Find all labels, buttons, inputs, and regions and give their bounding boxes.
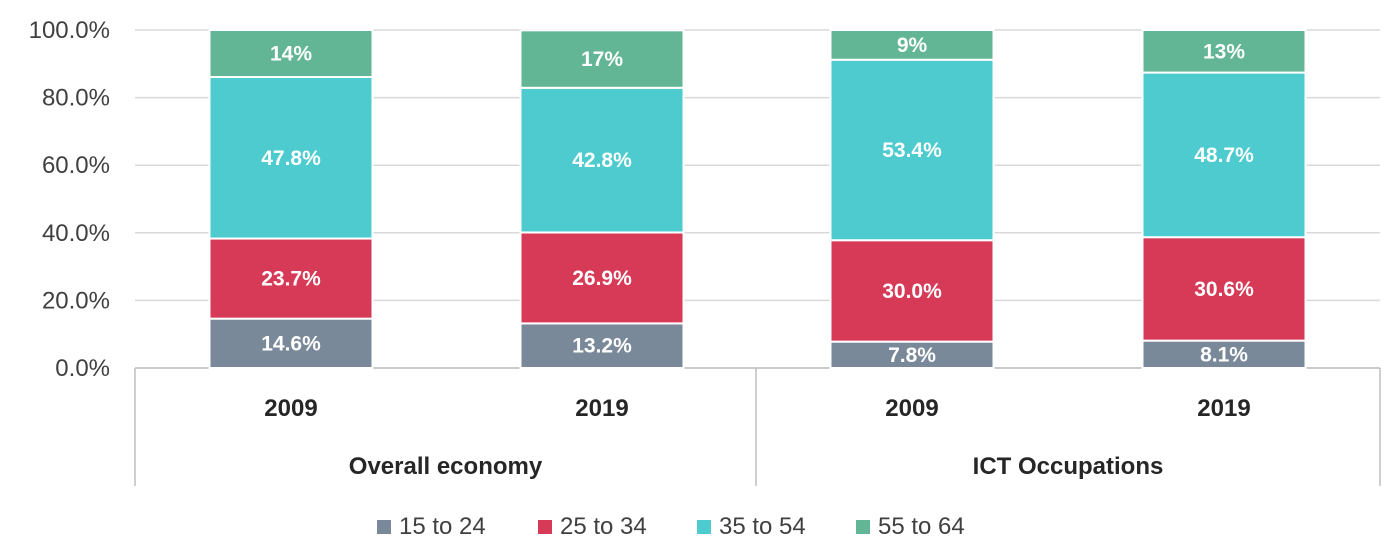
bar-segment bbox=[208, 317, 374, 370]
data-label: 47.8% bbox=[261, 147, 321, 170]
data-label: 42.8% bbox=[572, 149, 632, 172]
y-tick-label: 100.0% bbox=[29, 17, 110, 44]
data-label: 17% bbox=[581, 48, 623, 71]
bar-segment bbox=[829, 29, 995, 61]
y-tick-label: 0.0% bbox=[55, 355, 110, 382]
legend-label: 15 to 24 bbox=[399, 513, 486, 540]
bar-segment bbox=[1141, 339, 1307, 370]
bar-segment bbox=[208, 237, 374, 320]
data-label: 13.2% bbox=[572, 335, 632, 358]
x-category-label: 2009 bbox=[885, 395, 938, 422]
legend-swatch bbox=[697, 520, 711, 534]
bars bbox=[208, 29, 1307, 370]
y-tick-label: 20.0% bbox=[42, 287, 110, 314]
x-category-label: 2019 bbox=[575, 395, 628, 422]
data-label: 14.6% bbox=[261, 332, 321, 355]
data-label: 7.8% bbox=[888, 344, 936, 367]
bar-segment bbox=[829, 239, 995, 343]
y-tick-label: 40.0% bbox=[42, 220, 110, 247]
legend-label: 35 to 54 bbox=[719, 513, 806, 540]
bar-segment bbox=[208, 29, 374, 78]
data-label: 14% bbox=[270, 42, 312, 65]
x-category-label: 2009 bbox=[264, 395, 317, 422]
bar-segment bbox=[1141, 29, 1307, 74]
legend-swatch bbox=[856, 520, 870, 534]
data-label: 26.9% bbox=[572, 267, 632, 290]
data-label: 9% bbox=[897, 34, 928, 57]
legend-swatch bbox=[538, 520, 552, 534]
bar-segment bbox=[519, 86, 685, 234]
bar-segment bbox=[208, 75, 374, 240]
y-tick-label: 60.0% bbox=[42, 152, 110, 179]
data-label: 23.7% bbox=[261, 268, 321, 291]
bar-segment bbox=[519, 231, 685, 325]
legend-label: 55 to 64 bbox=[878, 513, 965, 540]
data-labels: 14.6% 23.7% 47.8% 14% 13.2% 26.9% 42.8% 17% 7.8%… bbox=[261, 34, 1254, 367]
x-group-label: Overall economy bbox=[349, 453, 543, 480]
axes: 0.0% 20.0% 40.0% 60.0% 80.0% 100.0% 2009 2019 20… bbox=[29, 17, 1381, 486]
bar-segment bbox=[829, 340, 995, 369]
bar-segment bbox=[519, 322, 685, 370]
bar-segment bbox=[519, 29, 685, 89]
legend-label: 25 to 34 bbox=[560, 513, 647, 540]
data-label: 53.4% bbox=[882, 139, 942, 162]
bar-segment bbox=[829, 58, 995, 242]
x-category-label: 2019 bbox=[1197, 395, 1250, 422]
data-label: 8.1% bbox=[1200, 343, 1248, 366]
legend: 15 to 24 25 to 34 35 to 54 55 to 64 bbox=[377, 513, 965, 540]
data-label: 48.7% bbox=[1194, 144, 1254, 167]
legend-swatch bbox=[377, 520, 391, 534]
bar-segment bbox=[1141, 71, 1307, 239]
y-tick-label: 80.0% bbox=[42, 85, 110, 112]
data-label: 30.6% bbox=[1194, 278, 1254, 301]
bar-segment bbox=[1141, 236, 1307, 342]
data-label: 30.0% bbox=[882, 280, 942, 303]
x-group-label: ICT Occupations bbox=[973, 453, 1164, 480]
data-label: 13% bbox=[1203, 40, 1245, 63]
